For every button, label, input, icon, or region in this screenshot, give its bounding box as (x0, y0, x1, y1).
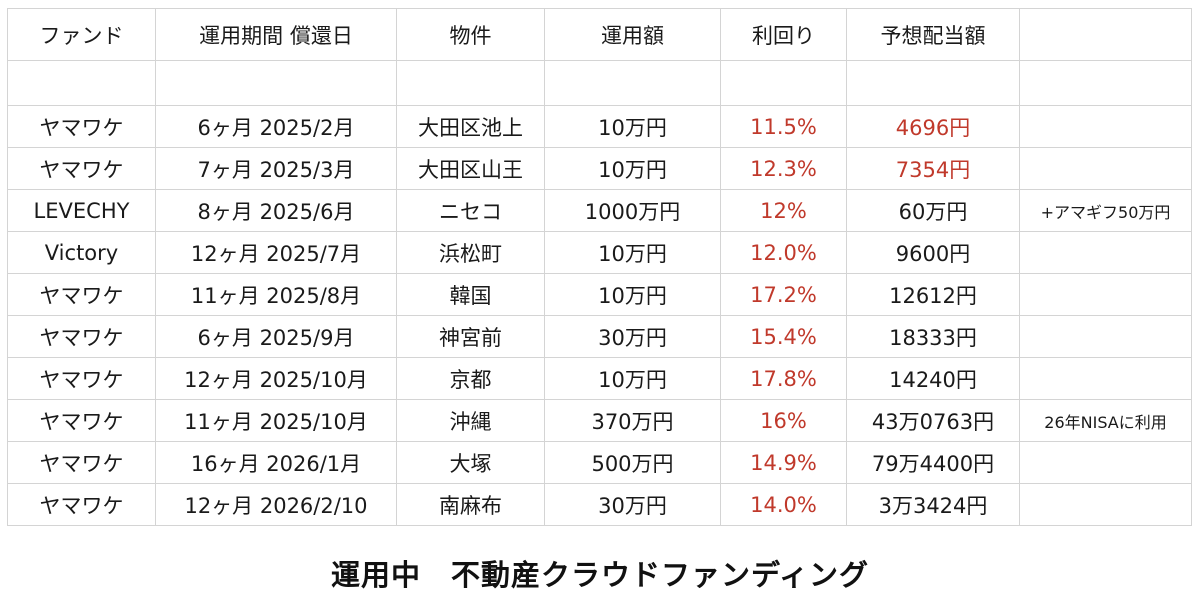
cell-yield: 17.8% (720, 357, 847, 400)
cell-dividend: 3万3424円 (846, 483, 1020, 526)
cell-period: 11ヶ月 2025/10月 (155, 399, 397, 442)
cell-fund: ヤマワケ (7, 105, 156, 148)
page-caption: 運用中 不動産クラウドファンディング (331, 558, 869, 592)
cell-period: 11ヶ月 2025/8月 (155, 273, 397, 316)
header-row: ファンド 運用期間 償還日 物件 運用額 利回り 予想配当額 (7, 8, 1192, 61)
cell-yield: 14.0% (720, 483, 847, 526)
table-row: ヤマワケ 11ヶ月 2025/10月 沖縄 370万円 16% 43万0763円 26年NI… (7, 399, 1192, 442)
cell-dividend: 14240円 (846, 357, 1020, 400)
cell-property: 浜松町 (396, 231, 545, 274)
cell-dividend: 7354円 (846, 147, 1020, 190)
cell-yield: 16% (720, 399, 847, 442)
header-fund: ファンド (7, 8, 156, 61)
cell-period: 8ヶ月 2025/6月 (155, 189, 397, 232)
cell-note (1019, 441, 1192, 484)
cell-period: 16ヶ月 2026/1月 (155, 441, 397, 484)
table-row: ヤマワケ 16ヶ月 2026/1月 大塚 500万円 14.9% 79万4400円 (7, 441, 1192, 484)
blank-row (7, 60, 1192, 106)
cell-period: 6ヶ月 2025/2月 (155, 105, 397, 148)
table-row: LEVECHY 8ヶ月 2025/6月 ニセコ 1000万円 12% 60万円 +アマギフ5… (7, 189, 1192, 232)
blank-cell (1019, 60, 1192, 106)
cell-note (1019, 105, 1192, 148)
cell-dividend: 9600円 (846, 231, 1020, 274)
cell-note (1019, 231, 1192, 274)
cell-dividend: 12612円 (846, 273, 1020, 316)
cell-property: 大塚 (396, 441, 545, 484)
cell-amount: 10万円 (544, 273, 721, 316)
cell-amount: 370万円 (544, 399, 721, 442)
cell-fund: LEVECHY (7, 189, 156, 232)
cell-note: 26年NISAに利用 (1019, 399, 1192, 442)
cell-fund: ヤマワケ (7, 357, 156, 400)
cell-period: 12ヶ月 2025/10月 (155, 357, 397, 400)
table-row: ヤマワケ 11ヶ月 2025/8月 韓国 10万円 17.2% 12612円 (7, 273, 1192, 316)
cell-dividend: 60万円 (846, 189, 1020, 232)
cell-yield: 14.9% (720, 441, 847, 484)
cell-period: 12ヶ月 2026/2/10 (155, 483, 397, 526)
cell-property: 南麻布 (396, 483, 545, 526)
blank-cell (155, 60, 397, 106)
cell-property: 韓国 (396, 273, 545, 316)
cell-fund: ヤマワケ (7, 147, 156, 190)
cell-fund: ヤマワケ (7, 483, 156, 526)
header-period: 運用期間 償還日 (155, 8, 397, 61)
cell-fund: ヤマワケ (7, 315, 156, 358)
table-row: ヤマワケ 6ヶ月 2025/2月 大田区池上 10万円 11.5% 4696円 (7, 105, 1192, 148)
header-amount: 運用額 (544, 8, 721, 61)
cell-yield: 15.4% (720, 315, 847, 358)
cell-property: 大田区池上 (396, 105, 545, 148)
cell-period: 12ヶ月 2025/7月 (155, 231, 397, 274)
cell-property: 沖縄 (396, 399, 545, 442)
cell-period: 6ヶ月 2025/9月 (155, 315, 397, 358)
cell-dividend: 18333円 (846, 315, 1020, 358)
cell-yield: 12.0% (720, 231, 847, 274)
cell-period: 7ヶ月 2025/3月 (155, 147, 397, 190)
blank-cell (544, 60, 721, 106)
fund-table-container: ファンド 運用期間 償還日 物件 運用額 利回り 予想配当額 ヤマワケ 6ヶ月 2… (7, 8, 1192, 526)
blank-cell (396, 60, 545, 106)
cell-dividend: 43万0763円 (846, 399, 1020, 442)
cell-yield: 12% (720, 189, 847, 232)
cell-amount: 1000万円 (544, 189, 721, 232)
cell-amount: 10万円 (544, 231, 721, 274)
cell-fund: ヤマワケ (7, 441, 156, 484)
cell-property: 神宮前 (396, 315, 545, 358)
cell-fund: ヤマワケ (7, 273, 156, 316)
cell-note (1019, 315, 1192, 358)
table-row: Victory 12ヶ月 2025/7月 浜松町 10万円 12.0% 9600円 (7, 231, 1192, 274)
table-row: ヤマワケ 6ヶ月 2025/9月 神宮前 30万円 15.4% 18333円 (7, 315, 1192, 358)
cell-note (1019, 147, 1192, 190)
cell-dividend: 79万4400円 (846, 441, 1020, 484)
cell-dividend: 4696円 (846, 105, 1020, 148)
cell-note (1019, 483, 1192, 526)
table-row: ヤマワケ 7ヶ月 2025/3月 大田区山王 10万円 12.3% 7354円 (7, 147, 1192, 190)
cell-amount: 500万円 (544, 441, 721, 484)
header-note (1019, 8, 1192, 61)
cell-property: 大田区山王 (396, 147, 545, 190)
cell-yield: 17.2% (720, 273, 847, 316)
blank-cell (7, 60, 156, 106)
header-property: 物件 (396, 8, 545, 61)
fund-table: ファンド 運用期間 償還日 物件 運用額 利回り 予想配当額 ヤマワケ 6ヶ月 2… (7, 8, 1192, 526)
cell-amount: 30万円 (544, 483, 721, 526)
table-row: ヤマワケ 12ヶ月 2025/10月 京都 10万円 17.8% 14240円 (7, 357, 1192, 400)
cell-fund: ヤマワケ (7, 399, 156, 442)
cell-fund: Victory (7, 231, 156, 274)
table-row: ヤマワケ 12ヶ月 2026/2/10 南麻布 30万円 14.0% 3万3424円 (7, 483, 1192, 526)
cell-property: ニセコ (396, 189, 545, 232)
cell-yield: 11.5% (720, 105, 847, 148)
cell-note (1019, 357, 1192, 400)
cell-amount: 30万円 (544, 315, 721, 358)
blank-cell (720, 60, 847, 106)
cell-amount: 10万円 (544, 357, 721, 400)
cell-note (1019, 273, 1192, 316)
blank-cell (846, 60, 1020, 106)
header-dividend: 予想配当額 (846, 8, 1020, 61)
cell-amount: 10万円 (544, 147, 721, 190)
cell-amount: 10万円 (544, 105, 721, 148)
header-yield: 利回り (720, 8, 847, 61)
cell-yield: 12.3% (720, 147, 847, 190)
cell-note: +アマギフ50万円 (1019, 189, 1192, 232)
cell-property: 京都 (396, 357, 545, 400)
